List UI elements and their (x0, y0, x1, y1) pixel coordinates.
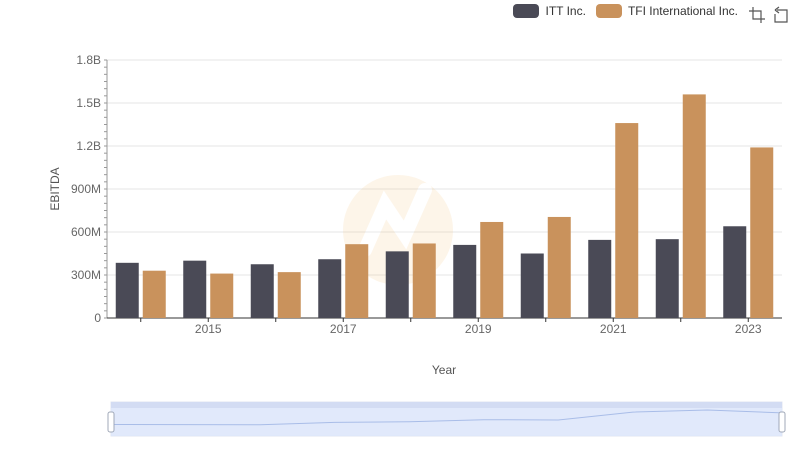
data-zoom-handle-left[interactable] (107, 411, 115, 433)
legend-item-itt[interactable]: ITT Inc. (513, 4, 586, 18)
legend-label-tfi: TFI International Inc. (627, 4, 738, 18)
legend: ITT Inc. TFI International Inc. (513, 4, 738, 18)
y-tick-label: 300M (71, 268, 101, 282)
bar-itt-2018[interactable] (385, 251, 409, 318)
data-zoom-top-bar[interactable] (111, 402, 782, 408)
bar-itt-2015[interactable] (183, 260, 207, 318)
y-axis-label: EBITDA (48, 167, 62, 210)
bars (115, 94, 774, 319)
bar-itt-2022[interactable] (655, 239, 679, 318)
bar-itt-2023[interactable] (723, 226, 747, 318)
bar-tfi-2015[interactable] (210, 273, 234, 318)
restore-icon[interactable] (772, 6, 790, 24)
bar-tfi-2022[interactable] (682, 94, 706, 319)
x-tick-label: 2017 (330, 322, 357, 336)
bar-tfi-2017[interactable] (345, 244, 369, 318)
data-zoom-selection[interactable] (111, 408, 782, 436)
bar-tfi-2019[interactable] (480, 221, 504, 318)
x-tick-label: 2023 (735, 322, 762, 336)
y-tick-label: 900M (71, 182, 101, 196)
toolbox (748, 6, 790, 24)
bar-tfi-2014[interactable] (142, 270, 166, 318)
legend-label-itt: ITT Inc. (545, 4, 586, 18)
zoom-rect-icon[interactable] (748, 6, 766, 24)
x-tick-label: 2021 (600, 322, 627, 336)
bar-tfi-2020[interactable] (547, 216, 571, 318)
bar-tfi-2021[interactable] (615, 123, 639, 318)
x-tick-label: 2019 (465, 322, 492, 336)
y-tick-label: 1.2B (76, 139, 101, 153)
legend-item-tfi[interactable]: TFI International Inc. (595, 4, 738, 18)
bar-tfi-2016[interactable] (277, 272, 301, 318)
bar-itt-2014[interactable] (115, 262, 139, 318)
bar-itt-2019[interactable] (453, 244, 477, 318)
y-tick-label: 600M (71, 225, 101, 239)
y-tick-label: 1.8B (76, 53, 101, 67)
bar-itt-2016[interactable] (250, 264, 274, 318)
data-zoom-slider[interactable] (107, 401, 786, 437)
data-zoom-handle-right[interactable] (778, 411, 786, 433)
y-tick-label: 1.5B (76, 96, 101, 110)
y-tick-label: 0 (94, 311, 101, 325)
grid-lines (107, 59, 782, 319)
legend-swatch-itt (513, 4, 540, 18)
bar-tfi-2018[interactable] (412, 243, 436, 318)
bar-itt-2020[interactable] (520, 253, 544, 319)
data-zoom-preview-line (110, 409, 783, 426)
x-axis-label: Year (432, 363, 456, 377)
x-tick-label: 2015 (195, 322, 222, 336)
bar-itt-2021[interactable] (588, 239, 612, 318)
x-axis: 2015 2017 2019 2021 2023 (107, 317, 782, 336)
y-axis: 0 300M 600M 900M 1.2B 1.5B 1.8B (71, 53, 108, 325)
legend-swatch-tfi (595, 4, 622, 18)
bar-tfi-2023[interactable] (750, 147, 774, 318)
bar-itt-2017[interactable] (318, 259, 342, 318)
